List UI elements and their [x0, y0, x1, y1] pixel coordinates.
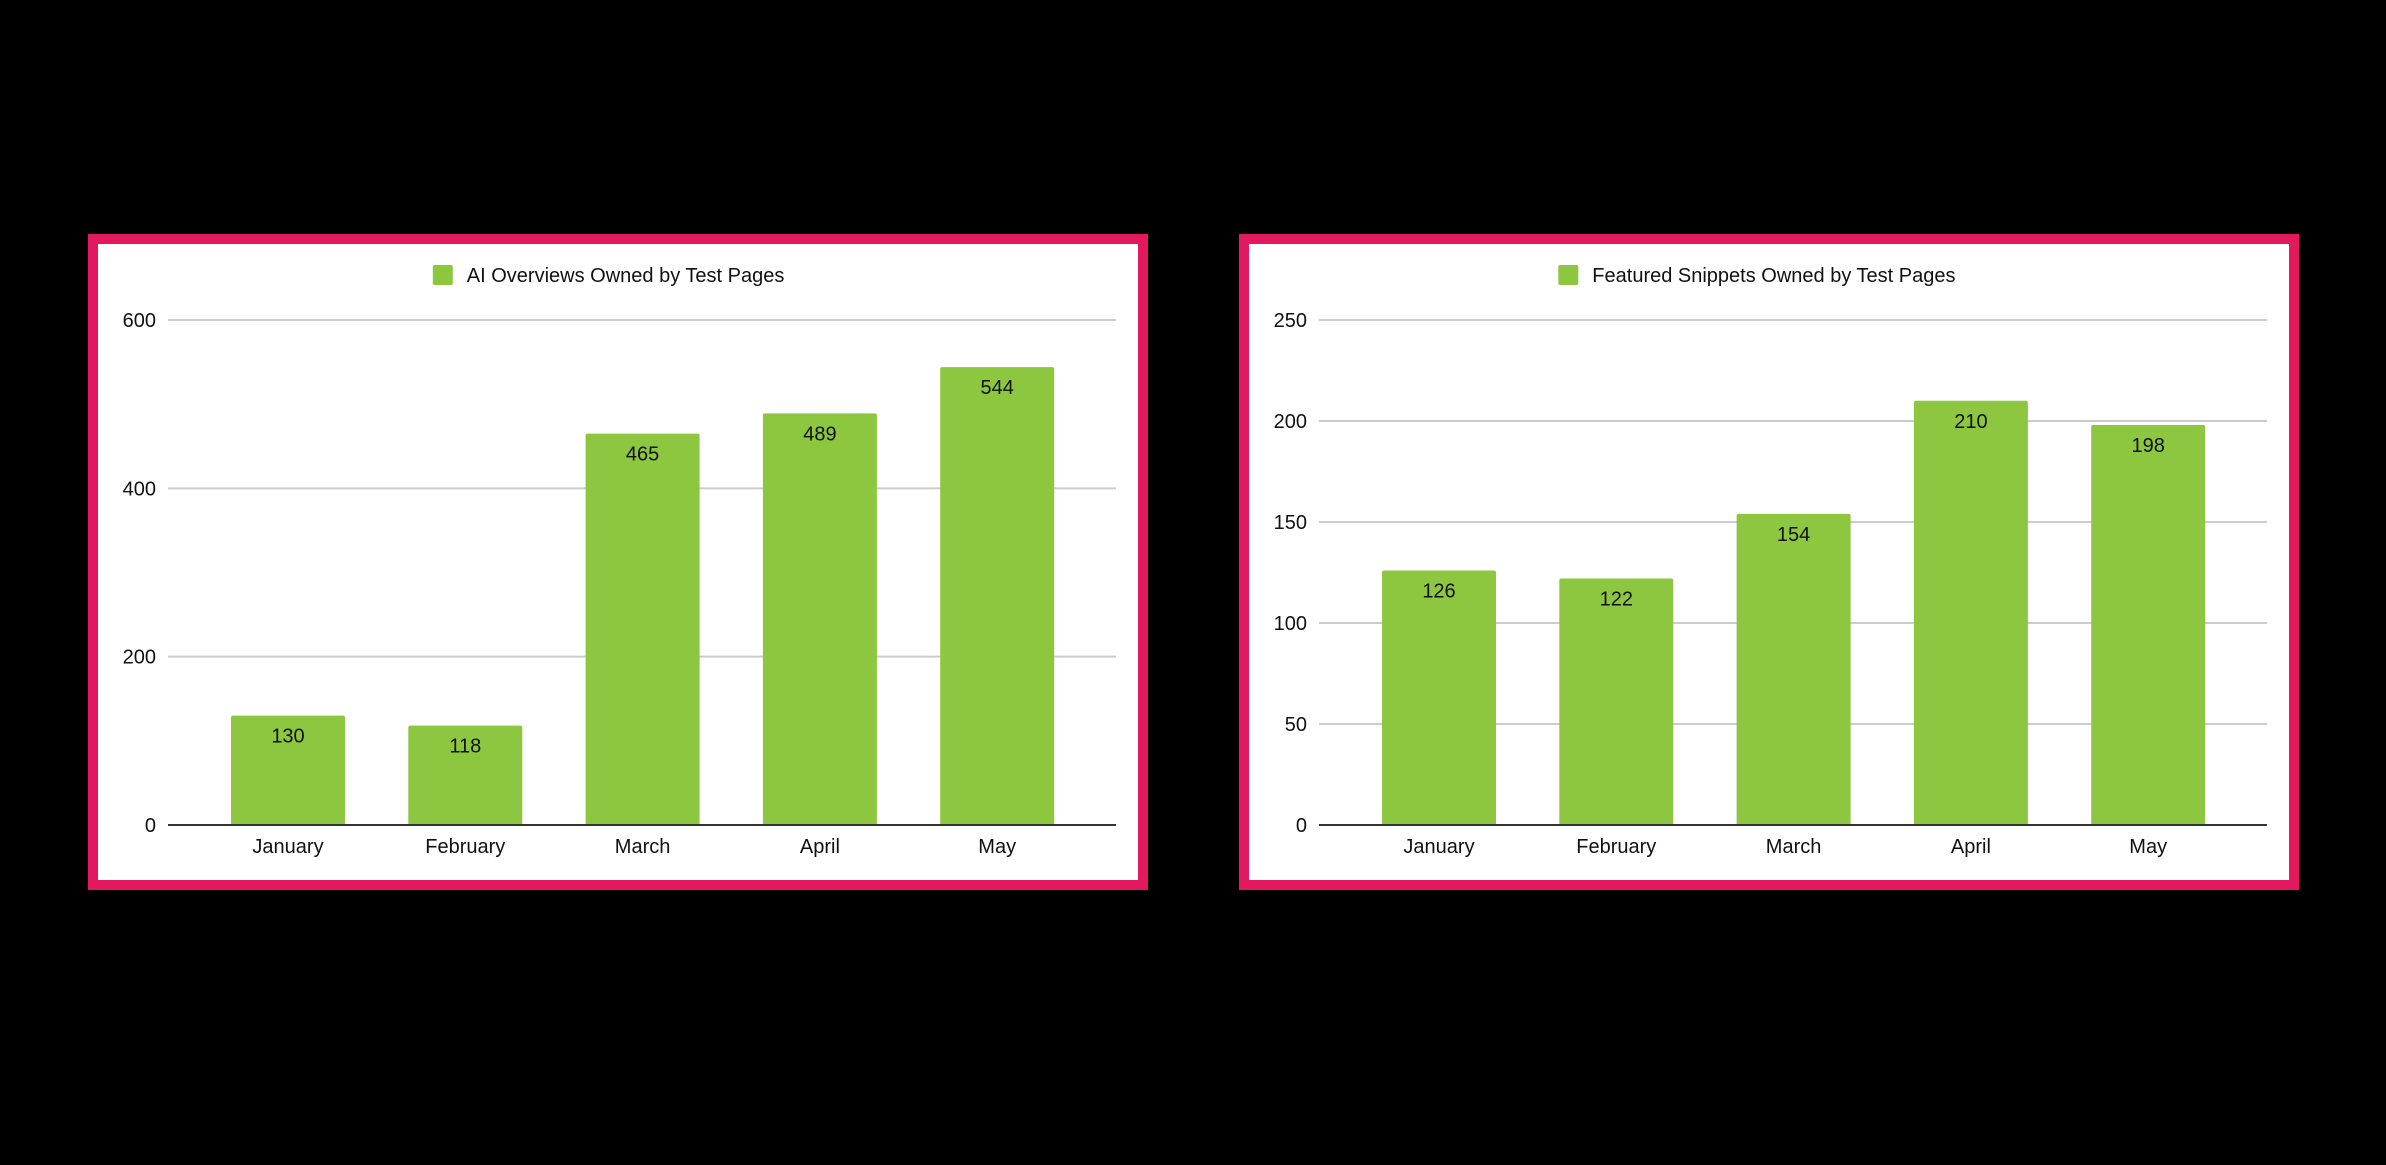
bar-february [1559, 578, 1674, 825]
data-label: 489 [803, 423, 836, 445]
y-tick-label: 0 [145, 815, 156, 837]
chart-card-ai-overviews: AI Overviews Owned by Test Pages 0 200 400 6… [88, 234, 1148, 890]
x-tick-label: March [1766, 836, 1822, 858]
bar-march [585, 433, 700, 825]
legend-label: AI Overviews Owned by Test Pages [467, 265, 785, 287]
data-label: 198 [2132, 435, 2165, 457]
bar-march [1736, 513, 1851, 825]
data-label: 130 [271, 726, 304, 748]
chart-card-featured-snippets: Featured Snippets Owned by Test Pages 0 50… [1239, 234, 2299, 890]
x-tick-label: January [252, 836, 323, 858]
y-tick-label: 600 [123, 310, 156, 332]
data-label: 544 [981, 377, 1014, 399]
y-tick-label: 0 [1296, 815, 1307, 837]
y-tick-label: 250 [1274, 310, 1307, 332]
x-tick-label: April [1951, 836, 1991, 858]
legend-swatch [1558, 265, 1579, 285]
bar-chart-featured-snippets: Featured Snippets Owned by Test Pages 0 50… [1274, 265, 2267, 858]
bar-april [1913, 400, 2028, 825]
data-label: 122 [1600, 589, 1633, 611]
legend-label: Featured Snippets Owned by Test Pages [1592, 265, 1955, 287]
x-tick-label: April [800, 836, 840, 858]
x-tick-label: May [978, 836, 1016, 858]
bar-january [1382, 570, 1496, 825]
bar-january [231, 715, 345, 825]
y-tick-label: 400 [123, 478, 156, 500]
y-tick-label: 200 [1274, 411, 1307, 433]
x-tick-label: February [425, 836, 505, 858]
data-label: 465 [626, 444, 659, 466]
data-label: 118 [449, 736, 481, 758]
x-tick-label: March [615, 836, 671, 858]
y-tick-label: 200 [123, 647, 156, 669]
y-tick-label: 100 [1274, 613, 1307, 635]
bar-february [408, 725, 523, 825]
bar-chart-ai-overviews: AI Overviews Owned by Test Pages 0 200 400 6… [123, 265, 1116, 858]
bar-may [940, 367, 1055, 825]
x-tick-label: February [1576, 836, 1656, 858]
y-tick-label: 50 [1285, 714, 1307, 736]
x-tick-label: May [2129, 836, 2167, 858]
data-label: 154 [1777, 524, 1810, 546]
y-tick-label: 150 [1274, 512, 1307, 534]
legend-swatch [432, 265, 453, 285]
bar-may [2091, 425, 2206, 825]
bar-april [762, 413, 877, 825]
x-tick-label: January [1403, 836, 1474, 858]
data-label: 210 [1954, 411, 1987, 433]
data-label: 126 [1422, 580, 1455, 602]
